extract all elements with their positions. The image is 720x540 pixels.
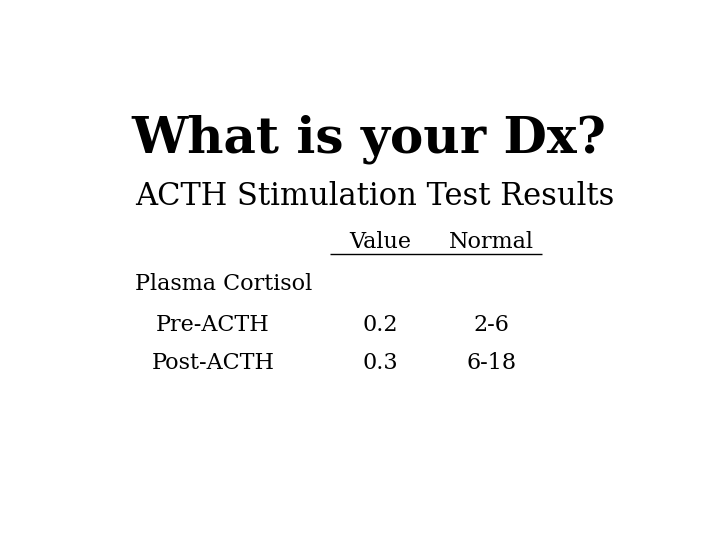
Text: What is your Dx?: What is your Dx? — [132, 114, 606, 164]
Text: ACTH Stimulation Test Results: ACTH Stimulation Test Results — [135, 181, 614, 212]
Text: 0.3: 0.3 — [362, 352, 398, 374]
Text: 0.2: 0.2 — [362, 314, 398, 336]
Text: Value: Value — [349, 231, 411, 253]
Text: Normal: Normal — [449, 231, 534, 253]
Text: 6-18: 6-18 — [467, 352, 517, 374]
Text: 2-6: 2-6 — [474, 314, 510, 336]
Text: Pre-ACTH: Pre-ACTH — [156, 314, 269, 336]
Text: Post-ACTH: Post-ACTH — [151, 352, 274, 374]
Text: Plasma Cortisol: Plasma Cortisol — [135, 273, 312, 295]
